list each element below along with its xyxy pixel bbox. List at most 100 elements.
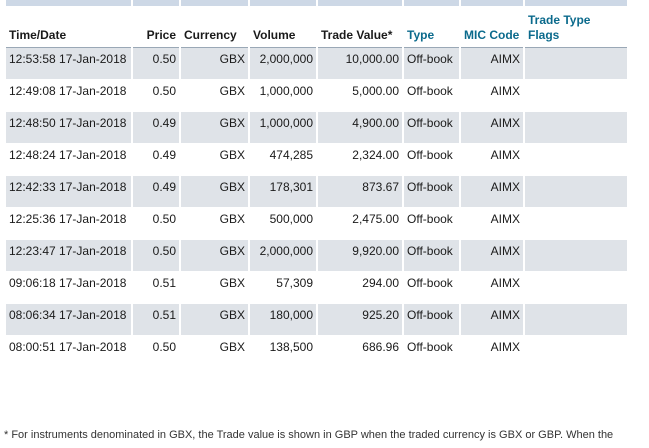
header-bar-cell [181, 0, 248, 6]
table-row: 12:42:33 17-Jan-2018 0.49 GBX 178,301 873.67… [6, 176, 627, 208]
table-row: 09:06:18 17-Jan-2018 0.51 GBX 57,309 294.00 O… [6, 272, 627, 304]
cell-type: Off-book [404, 240, 459, 272]
cell-time: 08:06:34 17-Jan-2018 [6, 304, 131, 336]
header-row: Time/Date Price Currency Volume Trade Va… [6, 6, 627, 48]
cell-time: 12:25:36 17-Jan-2018 [6, 208, 131, 240]
cell-trade-type-flags [525, 272, 627, 304]
cell-currency: GBX [181, 80, 248, 112]
cell-volume: 180,000 [250, 304, 316, 336]
cell-currency: GBX [181, 208, 248, 240]
cell-price: 0.50 [133, 240, 179, 272]
cell-mic-code: AIMX [461, 176, 523, 208]
cell-type: Off-book [404, 48, 459, 80]
cell-currency: GBX [181, 304, 248, 336]
cell-trade-type-flags [525, 144, 627, 176]
table-body: 12:53:58 17-Jan-2018 0.50 GBX 2,000,000 10,0… [6, 48, 627, 368]
cell-mic-code: AIMX [461, 272, 523, 304]
header-bar [6, 0, 627, 6]
cell-mic-code: AIMX [461, 112, 523, 144]
cell-trade-value: 2,324.00 [318, 144, 402, 176]
header-bar-cell [525, 0, 627, 6]
header-bar-cell [6, 0, 131, 6]
header-currency: Currency [181, 6, 248, 48]
cell-trade-value: 294.00 [318, 272, 402, 304]
cell-price: 0.49 [133, 144, 179, 176]
cell-trade-value: 686.96 [318, 336, 402, 368]
cell-price: 0.51 [133, 272, 179, 304]
cell-price: 0.50 [133, 48, 179, 80]
header-bar-cell [133, 0, 179, 6]
cell-type: Off-book [404, 304, 459, 336]
cell-volume: 2,000,000 [250, 240, 316, 272]
table-row: 12:25:36 17-Jan-2018 0.50 GBX 500,000 2,475.… [6, 208, 627, 240]
table-row: 12:53:58 17-Jan-2018 0.50 GBX 2,000,000 10,0… [6, 48, 627, 80]
cell-volume: 2,000,000 [250, 48, 316, 80]
cell-currency: GBX [181, 176, 248, 208]
cell-time: 12:53:58 17-Jan-2018 [6, 48, 131, 80]
cell-volume: 474,285 [250, 144, 316, 176]
cell-price: 0.50 [133, 80, 179, 112]
cell-trade-type-flags [525, 240, 627, 272]
cell-time: 08:00:51 17-Jan-2018 [6, 336, 131, 368]
cell-trade-value: 925.20 [318, 304, 402, 336]
cell-trade-value: 2,475.00 [318, 208, 402, 240]
cell-mic-code: AIMX [461, 240, 523, 272]
cell-currency: GBX [181, 336, 248, 368]
cell-type: Off-book [404, 176, 459, 208]
cell-mic-code: AIMX [461, 144, 523, 176]
cell-volume: 138,500 [250, 336, 316, 368]
cell-volume: 1,000,000 [250, 80, 316, 112]
cell-trade-value: 9,920.00 [318, 240, 402, 272]
cell-type: Off-book [404, 272, 459, 304]
cell-trade-value: 873.67 [318, 176, 402, 208]
table-row: 12:49:08 17-Jan-2018 0.50 GBX 1,000,000 5,00… [6, 80, 627, 112]
header-volume: Volume [250, 6, 316, 48]
table-row: 12:23:47 17-Jan-2018 0.50 GBX 2,000,000 9,92… [6, 240, 627, 272]
header-trade-value: Trade Value* [318, 6, 402, 48]
cell-time: 12:48:24 17-Jan-2018 [6, 144, 131, 176]
cell-price: 0.49 [133, 176, 179, 208]
cell-mic-code: AIMX [461, 80, 523, 112]
cell-time: 12:49:08 17-Jan-2018 [6, 80, 131, 112]
cell-trade-type-flags [525, 112, 627, 144]
cell-trade-value: 10,000.00 [318, 48, 402, 80]
cell-volume: 1,000,000 [250, 112, 316, 144]
cell-currency: GBX [181, 48, 248, 80]
cell-volume: 57,309 [250, 272, 316, 304]
cell-trade-type-flags [525, 304, 627, 336]
cell-type: Off-book [404, 80, 459, 112]
cell-type: Off-book [404, 336, 459, 368]
table-row: 12:48:24 17-Jan-2018 0.49 GBX 474,285 2,324.… [6, 144, 627, 176]
cell-volume: 500,000 [250, 208, 316, 240]
table-row: 08:06:34 17-Jan-2018 0.51 GBX 180,000 925.20… [6, 304, 627, 336]
header-type-link[interactable]: Type [404, 6, 459, 48]
cell-price: 0.51 [133, 304, 179, 336]
table-row: 08:00:51 17-Jan-2018 0.50 GBX 138,500 686.96… [6, 336, 627, 368]
cell-trade-type-flags [525, 80, 627, 112]
header-bar-cell [461, 0, 523, 6]
cell-trade-type-flags [525, 208, 627, 240]
header-mic-code-link[interactable]: MIC Code [461, 6, 523, 48]
cell-type: Off-book [404, 208, 459, 240]
cell-currency: GBX [181, 112, 248, 144]
cell-mic-code: AIMX [461, 336, 523, 368]
cell-trade-type-flags [525, 336, 627, 368]
cell-trade-type-flags [525, 176, 627, 208]
cell-currency: GBX [181, 272, 248, 304]
cell-mic-code: AIMX [461, 208, 523, 240]
cell-currency: GBX [181, 144, 248, 176]
footnote: * For instruments denominated in GBX, th… [4, 429, 614, 441]
header-trade-type-flags-link[interactable]: Trade Type Flags [525, 6, 627, 48]
table-row: 12:48:50 17-Jan-2018 0.49 GBX 1,000,000 4,90… [6, 112, 627, 144]
header-bar-cell [250, 0, 316, 6]
cell-trade-value: 5,000.00 [318, 80, 402, 112]
cell-type: Off-book [404, 112, 459, 144]
cell-currency: GBX [181, 240, 248, 272]
cell-price: 0.50 [133, 208, 179, 240]
cell-time: 09:06:18 17-Jan-2018 [6, 272, 131, 304]
cell-time: 12:42:33 17-Jan-2018 [6, 176, 131, 208]
cell-mic-code: AIMX [461, 304, 523, 336]
header-bar-cell [318, 0, 402, 6]
cell-time: 12:23:47 17-Jan-2018 [6, 240, 131, 272]
